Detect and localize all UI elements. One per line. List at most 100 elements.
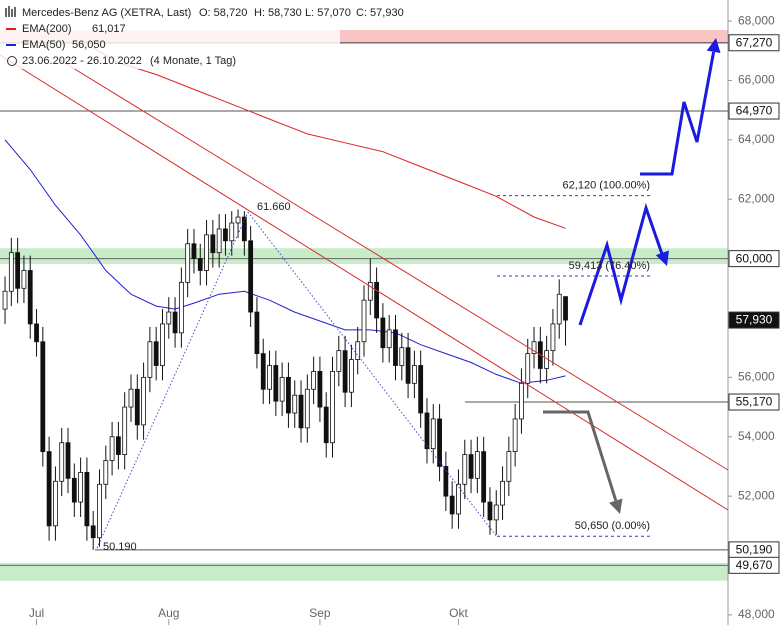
candle-body <box>418 365 424 414</box>
candle-body <box>166 311 172 325</box>
projection-arrow <box>543 410 618 502</box>
candle-body <box>304 388 310 429</box>
candle-body <box>411 365 417 384</box>
candle-body <box>336 350 342 372</box>
candle-body <box>349 359 354 393</box>
candle-body <box>115 436 121 455</box>
candle-body <box>147 341 153 378</box>
level-label: 49,670 <box>736 558 773 572</box>
candle-body <box>468 454 474 479</box>
candle-body <box>65 442 71 479</box>
y-tick-label: 54,000 <box>738 429 775 443</box>
ohlc: C: 57,930 <box>356 7 404 19</box>
title: Mercedes-Benz AG (XETRA, Last) <box>22 7 191 19</box>
candle-body <box>178 281 184 334</box>
candle-body <box>241 216 247 242</box>
candle-body <box>267 365 272 390</box>
candle-body <box>216 228 222 254</box>
candle-body <box>563 296 568 321</box>
candle-body <box>160 323 165 366</box>
candle-body <box>292 394 298 414</box>
header-bg <box>0 3 340 69</box>
trendline <box>59 59 729 471</box>
candle-body <box>556 293 562 325</box>
projection-arrow <box>578 202 664 326</box>
candle-body <box>531 341 537 355</box>
candle-body <box>367 281 373 301</box>
candle-body <box>298 394 304 429</box>
candle-body <box>273 365 279 402</box>
candle-body <box>122 406 128 455</box>
candle-body <box>550 323 556 352</box>
arrow-head <box>655 250 669 266</box>
candle-body <box>311 371 317 390</box>
trendline <box>0 54 729 511</box>
candle-body <box>223 228 228 242</box>
candle-body <box>248 240 254 313</box>
candle-body <box>153 341 159 366</box>
candle-body <box>59 442 65 482</box>
candle-body <box>204 234 209 271</box>
candle-body <box>487 501 493 521</box>
plot <box>0 42 728 566</box>
candle-body <box>141 376 146 426</box>
candle-body <box>380 317 386 349</box>
candle-body <box>342 350 348 393</box>
x-tick-label: Jul <box>29 606 44 620</box>
candle-body <box>456 483 461 515</box>
candle-body <box>8 252 14 292</box>
y-tick-label: 56,000 <box>738 370 775 384</box>
candle-body <box>185 243 191 283</box>
fib-label: 59,413 (76.40%) <box>569 260 650 272</box>
candle-body <box>97 483 102 539</box>
x-tick-label: Aug <box>158 606 179 620</box>
ema-line <box>92 47 566 229</box>
candle-body <box>229 222 235 242</box>
arrow-head <box>706 38 721 53</box>
candle-body <box>71 477 77 503</box>
candle-body <box>449 495 455 515</box>
x-tick-label: Sep <box>309 606 331 620</box>
fib-low-label: 50.190 <box>103 541 137 553</box>
y-tick-label: 52,000 <box>738 488 775 502</box>
ohlc: O: 58,720 <box>199 7 247 19</box>
candle-body <box>90 525 96 539</box>
candle-body <box>109 436 115 461</box>
range-note: (4 Monate, 1 Tag) <box>150 55 236 67</box>
candle-body <box>424 412 430 450</box>
ema-line <box>4 139 566 384</box>
candle-body <box>506 451 512 482</box>
level-label: 60,000 <box>736 251 773 265</box>
projection-arrow <box>640 51 716 176</box>
candle-body <box>279 376 285 402</box>
candle-body <box>254 311 260 355</box>
zone <box>0 562 728 581</box>
candle-body <box>191 243 197 260</box>
candle-body <box>405 347 411 384</box>
candle-body <box>374 281 379 319</box>
candle-body <box>197 258 203 271</box>
icon <box>7 56 17 66</box>
candle-body <box>53 480 58 527</box>
candle-body <box>34 323 39 343</box>
level-label: 64,970 <box>736 104 773 118</box>
candle-body <box>462 454 468 485</box>
candle-body <box>355 341 361 360</box>
fib-high-label: 61.660 <box>257 201 291 213</box>
candle-body <box>430 418 436 450</box>
candle-body <box>399 347 405 366</box>
candle-body <box>286 376 291 414</box>
candle-body <box>437 418 442 467</box>
x-tick-label: Okt <box>449 606 468 620</box>
candle-body <box>500 480 505 506</box>
candle-body <box>235 216 241 224</box>
ohlc: L: 57,070 <box>305 7 351 19</box>
legend-value: 61,017 <box>92 23 126 35</box>
legend-value: 56,050 <box>72 39 106 51</box>
range-label: 23.06.2022 - 26.10.2022 <box>22 55 142 67</box>
candle-body <box>330 371 335 444</box>
candle-body <box>443 466 449 497</box>
level-label: 57,930 <box>736 313 773 327</box>
level-box <box>728 102 780 120</box>
